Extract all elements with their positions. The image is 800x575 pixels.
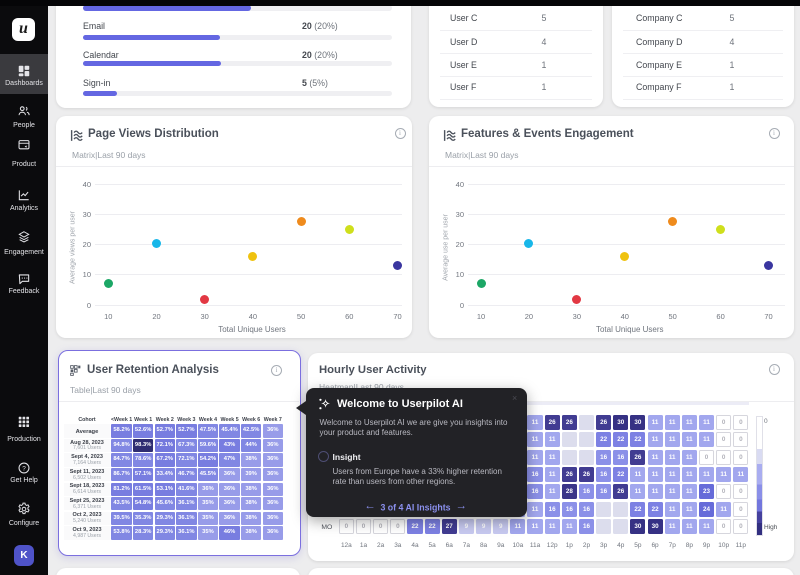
svg-text:?: ? [22, 465, 26, 472]
